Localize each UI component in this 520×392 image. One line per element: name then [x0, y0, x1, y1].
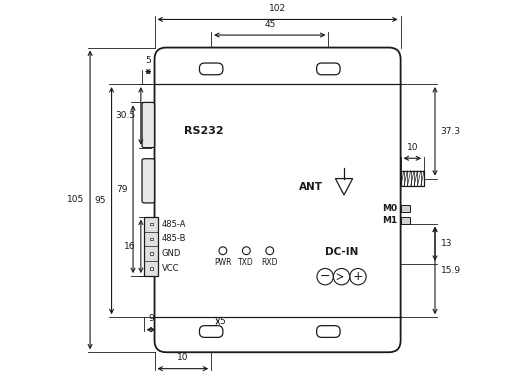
Text: 9: 9	[148, 314, 154, 323]
Bar	[144, 217, 159, 276]
Text: 79: 79	[116, 185, 127, 194]
Text: 30.5: 30.5	[115, 111, 135, 120]
Bar	[400, 218, 410, 224]
Bar	[150, 223, 153, 225]
Text: RXD: RXD	[262, 258, 278, 267]
Circle shape	[242, 247, 250, 255]
Text: DC-IN: DC-IN	[325, 247, 358, 258]
FancyBboxPatch shape	[317, 63, 340, 75]
Text: −: −	[320, 270, 330, 283]
Text: 95: 95	[95, 196, 106, 205]
Text: 105: 105	[68, 195, 85, 204]
Circle shape	[333, 269, 350, 285]
Bar	[150, 238, 153, 240]
Text: 10: 10	[177, 354, 189, 362]
Text: 13: 13	[440, 239, 452, 248]
Text: 37.3: 37.3	[440, 127, 461, 136]
Bar	[150, 252, 153, 255]
Text: 10: 10	[407, 143, 418, 152]
Text: M0: M0	[382, 204, 397, 213]
Text: 102: 102	[269, 4, 286, 13]
Circle shape	[266, 247, 274, 255]
Text: PWR: PWR	[214, 258, 231, 267]
Polygon shape	[335, 179, 353, 195]
FancyBboxPatch shape	[200, 326, 223, 338]
Text: RS232: RS232	[184, 125, 224, 136]
Text: 485-B: 485-B	[162, 234, 186, 243]
Text: 15.9: 15.9	[440, 266, 461, 275]
FancyBboxPatch shape	[142, 159, 154, 203]
Text: 5: 5	[220, 317, 226, 326]
FancyBboxPatch shape	[154, 47, 400, 352]
Text: 485-A: 485-A	[162, 220, 186, 229]
Text: ANT: ANT	[298, 182, 322, 192]
Circle shape	[219, 247, 227, 255]
Text: +: +	[353, 270, 363, 283]
Bar	[400, 205, 410, 212]
Circle shape	[317, 269, 333, 285]
Bar	[400, 171, 424, 186]
Text: 16: 16	[124, 242, 135, 251]
Text: VCC: VCC	[162, 264, 179, 273]
Circle shape	[350, 269, 366, 285]
Text: 45: 45	[264, 20, 276, 29]
FancyBboxPatch shape	[142, 102, 154, 148]
Text: TXD: TXD	[239, 258, 254, 267]
FancyBboxPatch shape	[200, 63, 223, 75]
FancyBboxPatch shape	[317, 326, 340, 338]
Text: M1: M1	[382, 216, 397, 225]
Bar	[150, 267, 153, 270]
Text: GND: GND	[162, 249, 181, 258]
Text: 5: 5	[146, 56, 151, 65]
